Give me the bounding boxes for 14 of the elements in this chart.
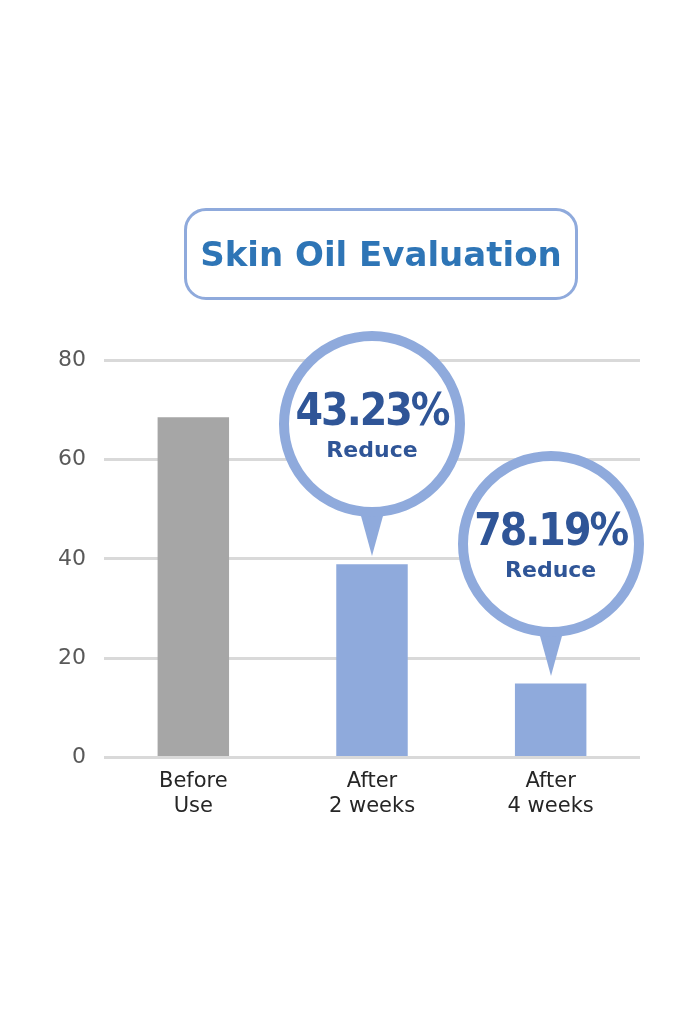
chart-title: Skin Oil Evaluation: [184, 208, 578, 300]
annotation: 43.23% Reduce: [295, 384, 449, 465]
x-tick-label: After 4 weeks: [507, 767, 594, 817]
y-tick-label: 40: [57, 544, 86, 570]
y-tick-label: 0: [71, 743, 86, 769]
x-tick-label: Before Use: [158, 767, 228, 817]
bar: [157, 417, 230, 757]
y-tick-label: 60: [57, 445, 86, 471]
annotation: 78.19% Reduce: [474, 503, 628, 584]
y-tick-label: 20: [57, 643, 86, 669]
bar: [336, 564, 408, 757]
x-tick-label: After 2 weeks: [328, 767, 416, 817]
y-tick-label: 80: [57, 345, 86, 371]
bar: [514, 683, 587, 757]
